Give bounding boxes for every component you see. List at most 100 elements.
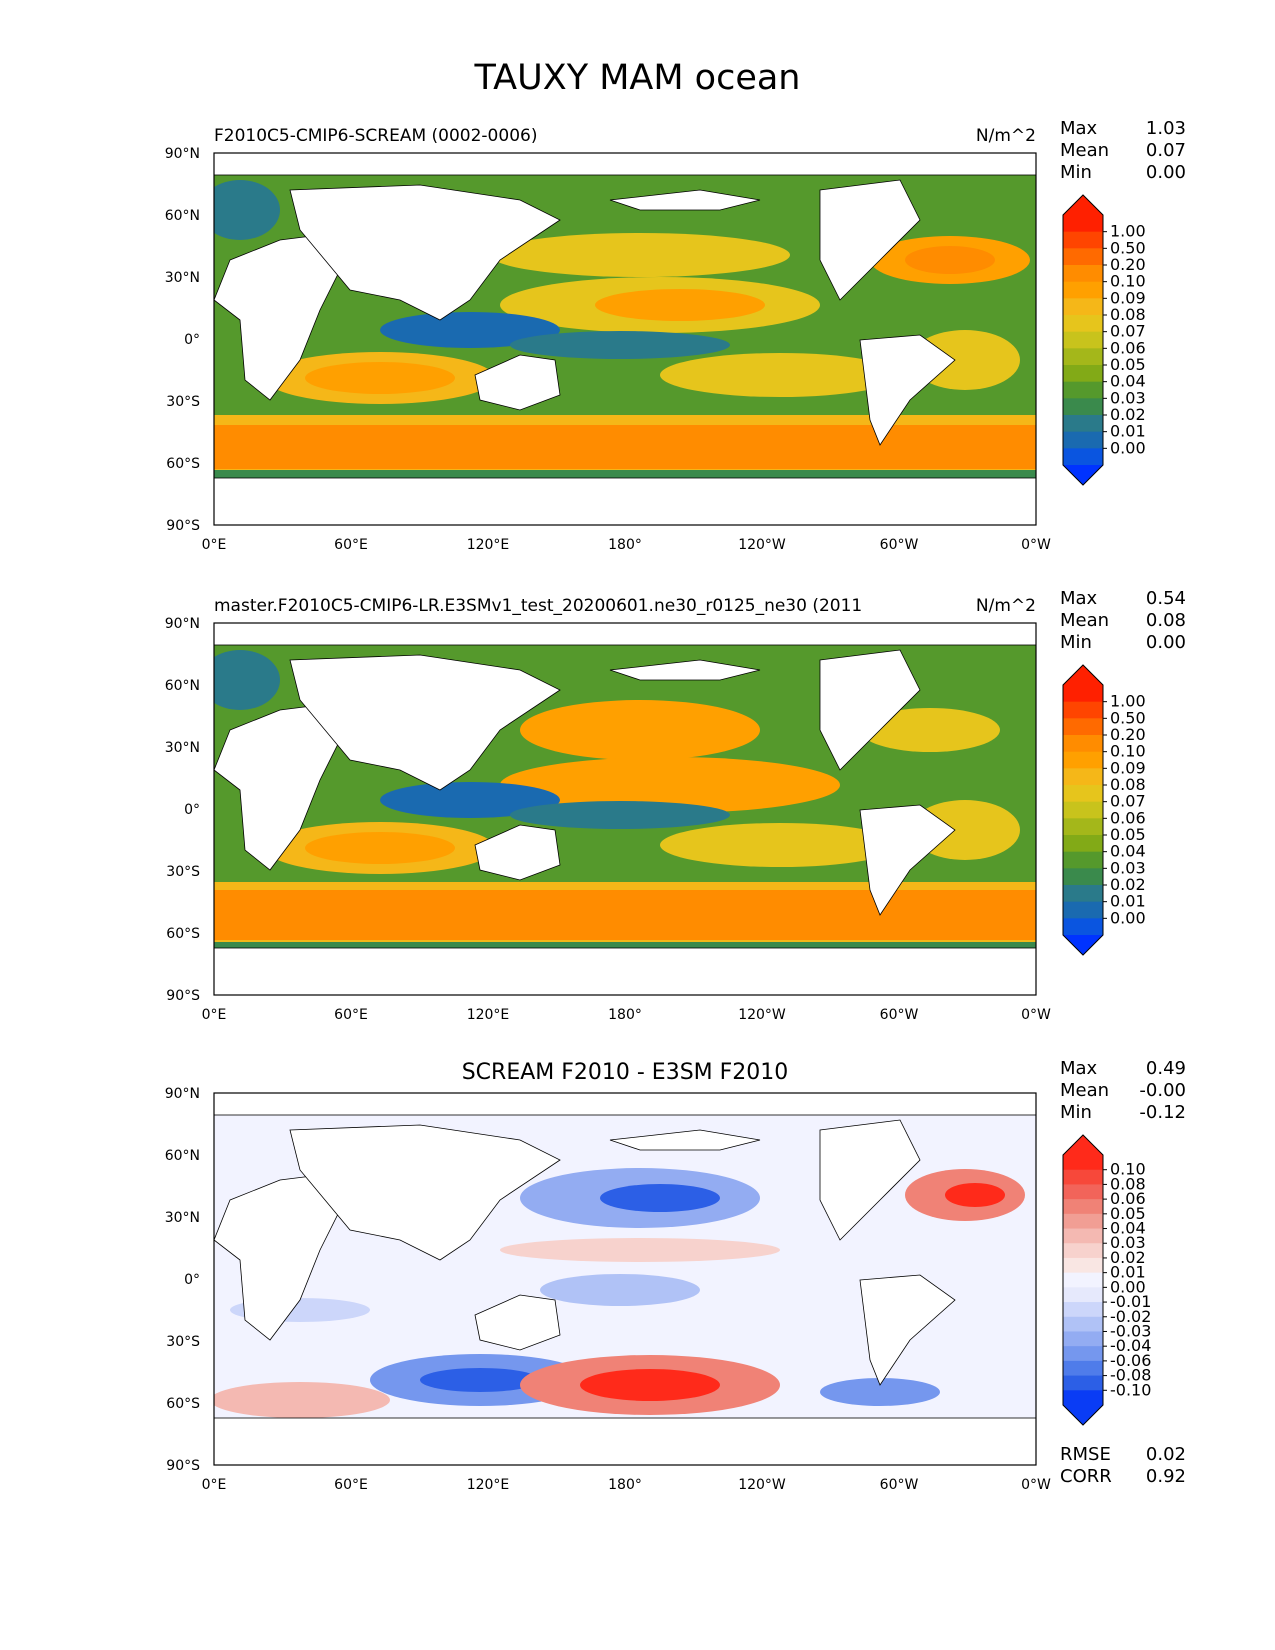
- stat-value: -0.12: [1139, 1102, 1186, 1123]
- colorbar-segment: [1063, 1302, 1103, 1318]
- colorbar-segment: [1063, 215, 1103, 233]
- panel-title-left-1: F2010C5-CMIP6-SCREAM (0002-0006): [214, 126, 537, 146]
- colorbar-segment: [1063, 1346, 1103, 1362]
- colorbar-tick-label: 0.50: [1110, 238, 1146, 257]
- lat-tick-label: 60°N: [165, 678, 200, 694]
- colorbar-tick-label: 0.08: [1110, 305, 1146, 324]
- colorbar-extend-arrow-top: [1063, 195, 1103, 215]
- colorbar-tick-label: 0.03: [1110, 388, 1146, 407]
- colorbar-segment: [1063, 448, 1103, 466]
- colorbar-tick-label: 0.05: [1110, 825, 1146, 844]
- lat-tick-label: 0°: [184, 332, 200, 348]
- colorbar-segment: [1063, 768, 1103, 786]
- stat-label: Min: [1060, 1102, 1092, 1123]
- colorbar-extend-arrow-bottom: [1063, 465, 1103, 485]
- colorbar-segment: [1063, 265, 1103, 283]
- colorbar-tick-label: 0.03: [1110, 858, 1146, 877]
- colorbar-tick-label: 0.00: [1110, 1277, 1146, 1296]
- lat-tick-label: 60°N: [165, 208, 200, 224]
- units-label-2: N/m^2: [976, 596, 1036, 616]
- colorbar-tick-label: 0.04: [1110, 372, 1146, 391]
- colorbar-segment: [1063, 415, 1103, 433]
- colorbar-outline: [1062, 194, 1104, 486]
- colorbar-segment: [1063, 231, 1103, 249]
- colorbar-2: 1.000.500.200.100.090.080.070.060.050.04…: [1062, 664, 1146, 956]
- stat-label: Mean: [1060, 610, 1109, 631]
- colorbar-tick-label: 0.10: [1110, 742, 1146, 761]
- colorbar-extend-arrow-bottom: [1063, 935, 1103, 955]
- colorbar-extend-arrow-bottom: [1063, 1405, 1103, 1425]
- lon-tick-label: 120°W: [738, 1007, 786, 1023]
- colorbar-tick-label: -0.10: [1110, 1380, 1151, 1399]
- units-label-1: N/m^2: [976, 126, 1036, 146]
- colorbar-tick-label: 0.06: [1110, 1189, 1146, 1208]
- colorbar-segment: [1063, 1272, 1103, 1288]
- colorbar-extend-arrow-top: [1063, 665, 1103, 685]
- colorbar-tick-label: 0.06: [1110, 808, 1146, 827]
- colorbar-tick-label: 0.02: [1110, 875, 1146, 894]
- stat-label: Min: [1060, 632, 1092, 653]
- lat-tick-label: 30°S: [166, 864, 200, 880]
- lon-tick-label: 0°E: [202, 1007, 227, 1023]
- stat-value: 0.02: [1146, 1444, 1186, 1465]
- colorbar-tick-label: 0.08: [1110, 1174, 1146, 1193]
- colorbar-segment: [1063, 431, 1103, 449]
- colorbar-3: 0.100.080.060.050.040.030.020.010.00-0.0…: [1062, 1134, 1151, 1426]
- lon-tick-label: 0°E: [202, 1477, 227, 1493]
- colorbar-tick-label: 1.00: [1110, 692, 1146, 711]
- colorbar-segment: [1063, 918, 1103, 936]
- figure-title: TAUXY MAM ocean: [474, 58, 801, 98]
- colorbar-tick-label: 0.05: [1110, 355, 1146, 374]
- lat-tick-label: 90°S: [166, 518, 200, 534]
- lon-tick-label: 60°W: [880, 1477, 919, 1493]
- stat-label: CORR: [1060, 1466, 1112, 1487]
- colorbar-tick-label: -0.08: [1110, 1366, 1151, 1385]
- extra-stats-block-3: RMSE 0.02 CORR 0.92: [1060, 1444, 1186, 1487]
- stats-block-2: Max 0.54 Mean 0.08 Min 0.00: [1060, 588, 1186, 653]
- colorbar-outline: [1062, 1134, 1104, 1426]
- colorbar-tick-label: 0.20: [1110, 725, 1146, 744]
- lon-tick-label: 0°W: [1021, 537, 1051, 553]
- lon-tick-label: 60°E: [334, 1007, 368, 1023]
- colorbar-tick-label: 0.10: [1110, 1160, 1146, 1179]
- lat-tick-label: 90°S: [166, 988, 200, 1004]
- stats-block-3: Max 0.49 Mean -0.00 Min -0.12: [1060, 1058, 1186, 1123]
- colorbar-segment: [1063, 1316, 1103, 1332]
- lon-axis-3: 0°E 60°E 120°E 180° 120°W 60°W 0°W: [202, 1477, 1051, 1493]
- colorbar-segment: [1063, 1287, 1103, 1303]
- lon-tick-label: 180°: [608, 1007, 642, 1023]
- colorbar-segment: [1063, 381, 1103, 399]
- colorbar-segment: [1063, 751, 1103, 769]
- stat-value: 0.49: [1146, 1058, 1186, 1079]
- stat-value: 0.00: [1146, 632, 1186, 653]
- colorbar-segment: [1063, 1257, 1103, 1274]
- colorbar-segment: [1063, 1390, 1103, 1406]
- lon-tick-label: 0°E: [202, 537, 227, 553]
- stat-label: Min: [1060, 162, 1092, 183]
- colorbar-tick-label: 0.03: [1110, 1233, 1146, 1252]
- colorbar-segment: [1063, 248, 1103, 266]
- colorbar-tick-label: 0.50: [1110, 708, 1146, 727]
- colorbar-segment: [1063, 398, 1103, 416]
- colorbar-segment: [1063, 718, 1103, 736]
- colorbar-tick-label: 0.20: [1110, 255, 1146, 274]
- lon-tick-label: 60°W: [880, 537, 919, 553]
- colorbar-tick-label: 0.04: [1110, 842, 1146, 861]
- lon-tick-label: 60°E: [334, 1477, 368, 1493]
- stat-label: Max: [1060, 118, 1098, 139]
- colorbar-tick-label: 0.01: [1110, 422, 1146, 441]
- lat-tick-label: 30°S: [166, 394, 200, 410]
- stat-value: 0.54: [1146, 588, 1186, 609]
- colorbar-tick-label: 1.00: [1110, 222, 1146, 241]
- colorbar-tick-label: 0.04: [1110, 1219, 1146, 1238]
- lon-tick-label: 120°W: [738, 537, 786, 553]
- land-layer-2: [214, 623, 1036, 995]
- lat-tick-label: 60°S: [166, 1396, 200, 1412]
- colorbar-segment: [1063, 365, 1103, 383]
- colorbar-tick-label: -0.02: [1110, 1307, 1151, 1326]
- lat-tick-label: 30°N: [165, 270, 200, 286]
- lat-tick-label: 30°S: [166, 1334, 200, 1350]
- panel-3: SCREAM F2010 - E3SM F2010 90°N 60°N 30°N…: [165, 1058, 1186, 1493]
- colorbar-segment: [1063, 1169, 1103, 1185]
- stat-value: 1.03: [1146, 118, 1186, 139]
